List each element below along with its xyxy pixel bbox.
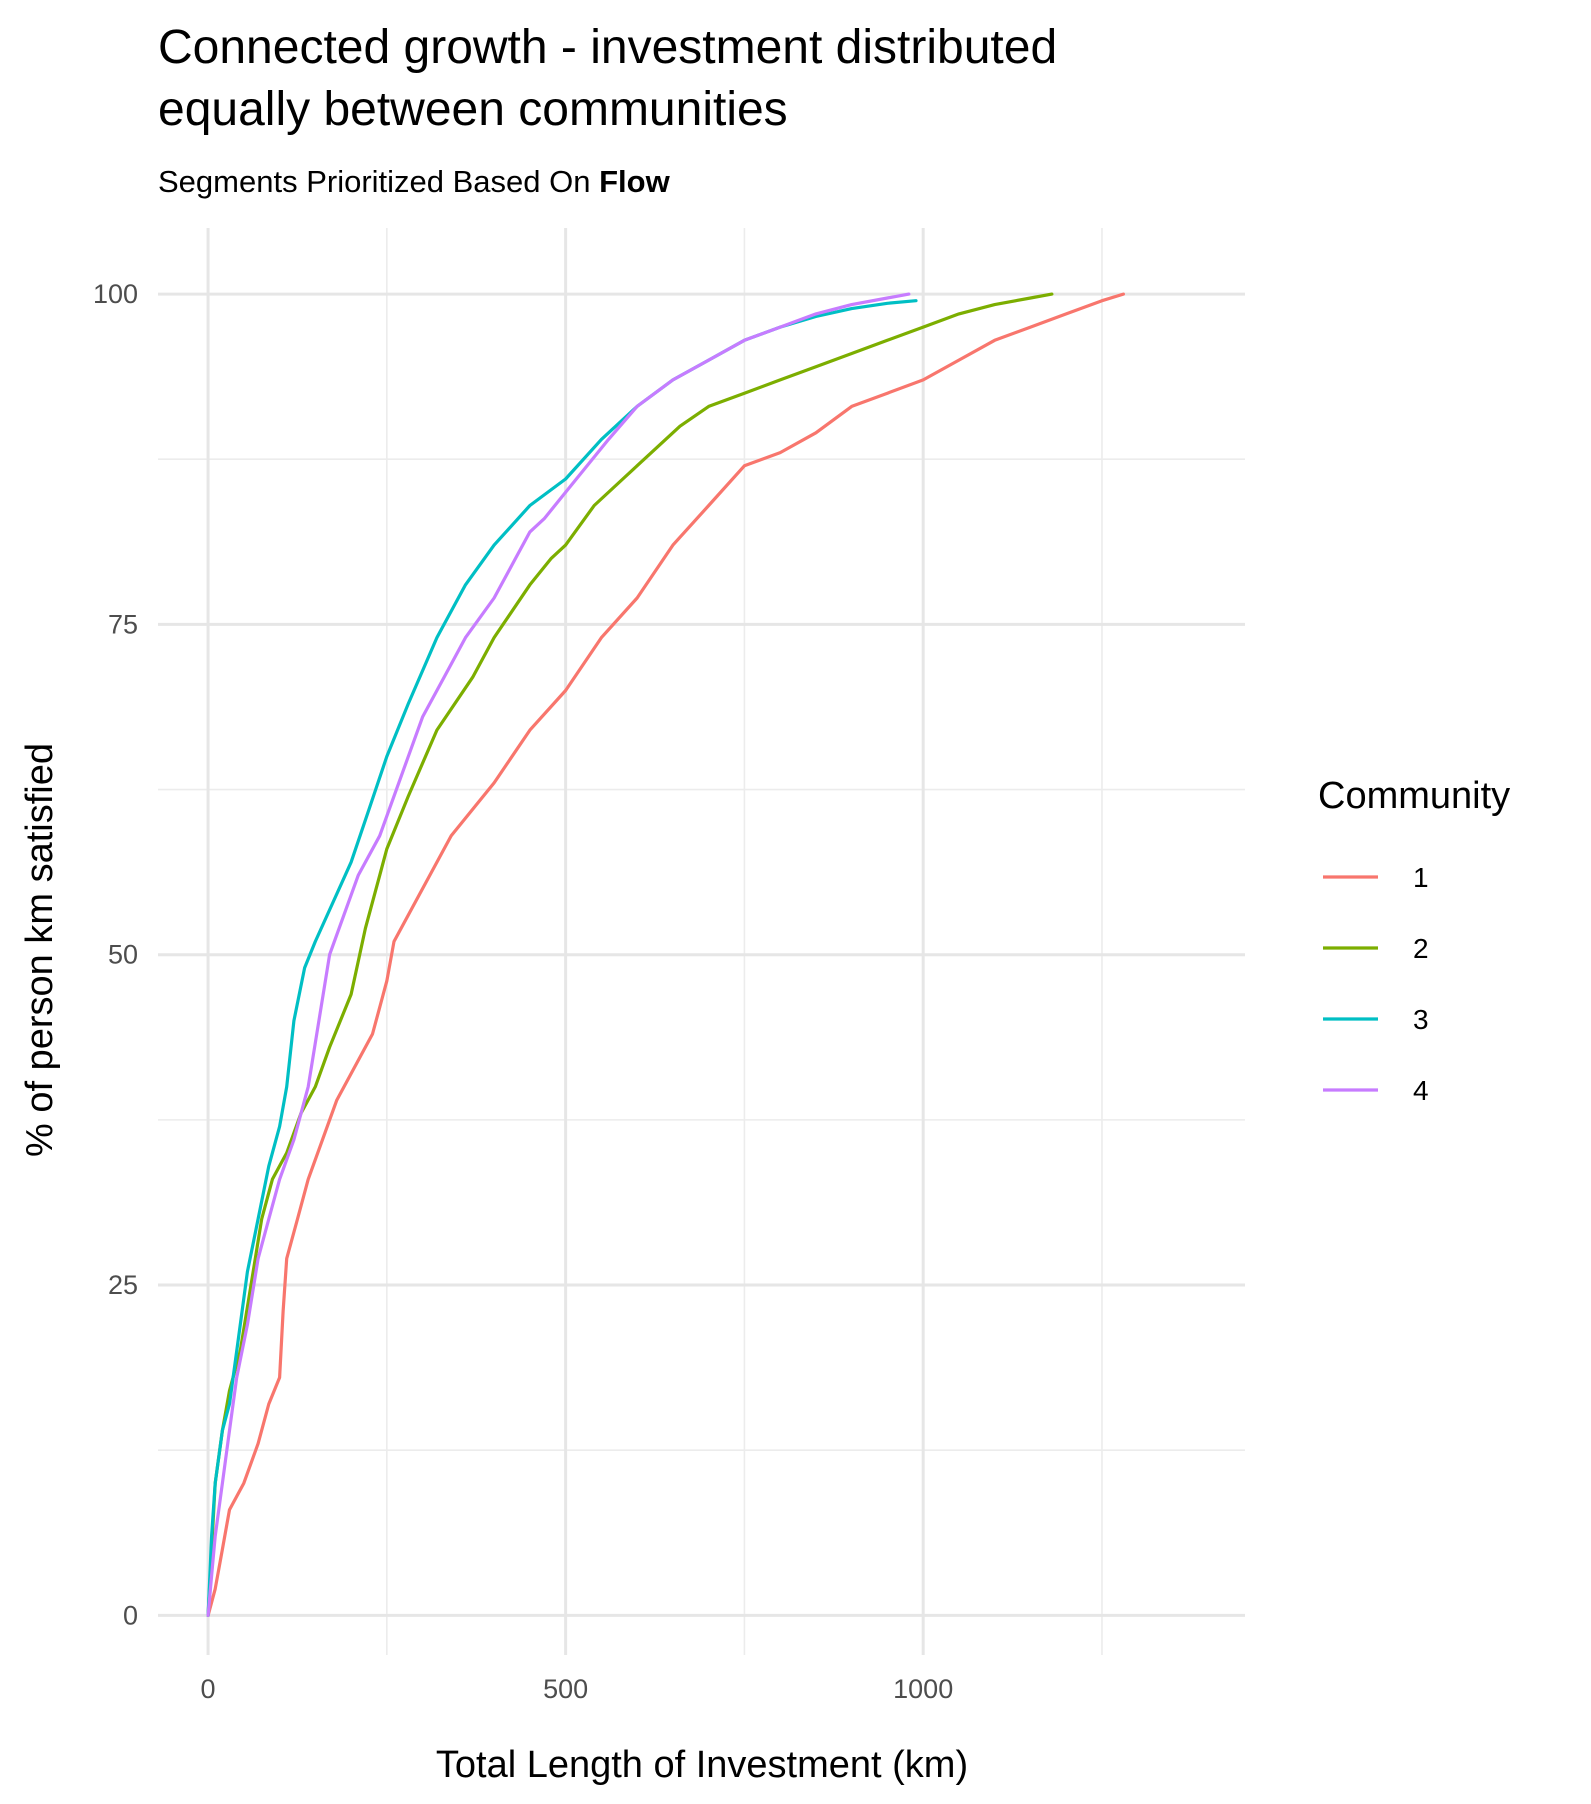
x-tick-label: 0 [201,1674,216,1704]
legend-label-community-3: 3 [1413,1004,1429,1035]
chart-subtitle: Segments Prioritized Based On Flow [158,164,671,199]
y-tick-label: 75 [108,609,138,639]
y-tick-label: 0 [123,1600,138,1630]
x-axis-title: Total Length of Investment (km) [436,1744,968,1786]
y-tick-label: 100 [93,279,138,309]
legend-label-community-2: 2 [1413,933,1429,964]
chart-title-line-2: equally between communities [158,83,788,136]
series-lines [206,292,1125,1617]
series-line-community-2 [206,292,1054,1617]
chart-subtitle-bold: Flow [599,164,670,199]
y-tick-label: 50 [108,940,138,970]
chart-title-line-1: Connected growth - investment distribute… [158,21,1057,74]
legend-items: 1 2 3 4 [1323,862,1429,1106]
x-tick-label: 500 [543,1674,588,1704]
y-tick-label: 25 [108,1270,138,1300]
grid-lines [158,228,1245,1655]
x-tick-label: 1000 [893,1674,953,1704]
x-axis-ticks: 0 500 1000 [201,1674,954,1704]
chart-subtitle-prefix: Segments Prioritized Based On [158,164,599,199]
legend-title: Community [1318,775,1510,817]
y-axis-title: % of person km satisfied [19,743,61,1157]
series-line-community-1 [206,292,1125,1617]
legend: Community 1 2 3 4 [1318,775,1510,1106]
y-axis-ticks: 0 25 50 75 100 [93,279,138,1630]
series-line-community-4 [206,292,911,1617]
legend-label-community-4: 4 [1413,1075,1429,1106]
legend-label-community-1: 1 [1413,862,1429,893]
